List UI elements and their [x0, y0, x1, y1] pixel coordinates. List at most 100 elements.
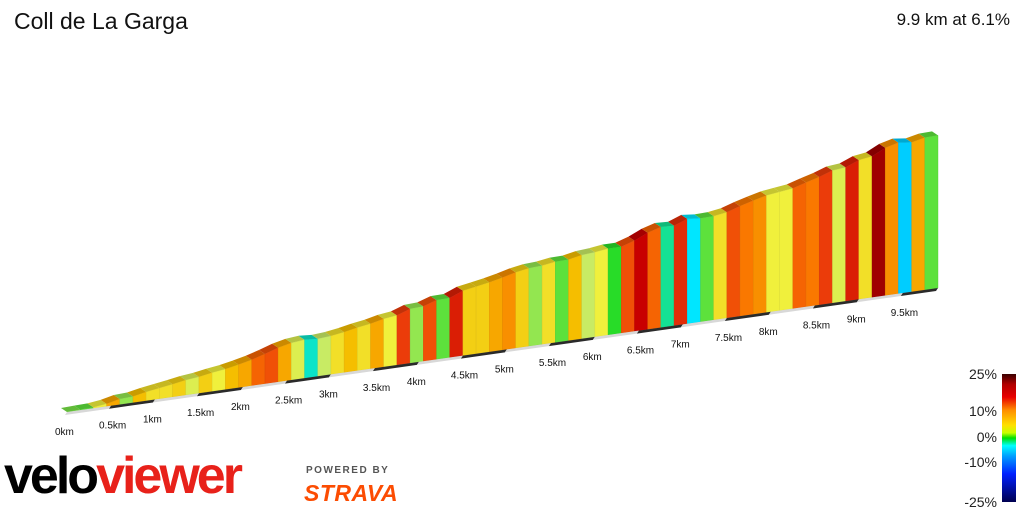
- gradient-segment-26[interactable]: [409, 306, 424, 364]
- gradient-segment-46[interactable]: [673, 218, 688, 326]
- distance-band-17: [812, 299, 859, 309]
- gradient-segment-25[interactable]: [396, 308, 411, 366]
- distance-band-5: [284, 374, 331, 384]
- distance-band-11: [548, 336, 595, 347]
- gradient-segment-33[interactable]: [502, 272, 516, 351]
- gradient-segment-24[interactable]: [383, 315, 398, 368]
- segment-top-25: [390, 304, 411, 316]
- gradient-segment-64[interactable]: [911, 137, 926, 292]
- gradient-segment-43[interactable]: [634, 232, 648, 332]
- gradient-segment-12[interactable]: [225, 364, 239, 390]
- gradient-segment-63[interactable]: [898, 142, 912, 294]
- gradient-segment-53[interactable]: [766, 191, 780, 313]
- gradient-segment-59[interactable]: [845, 159, 860, 302]
- gradient-segment-40[interactable]: [594, 248, 609, 338]
- gradient-segment-56[interactable]: [805, 176, 820, 308]
- gradient-segment-58[interactable]: [832, 167, 846, 304]
- gradient-segment-48[interactable]: [700, 215, 714, 323]
- segment-top-6: [140, 384, 160, 392]
- gradient-segment-35[interactable]: [528, 265, 543, 347]
- segment-top-13: [232, 355, 252, 365]
- gradient-segment-13[interactable]: [238, 359, 252, 388]
- gradient-segment-23[interactable]: [370, 318, 384, 370]
- gradient-segment-27[interactable]: [423, 299, 437, 362]
- gradient-legend: 25% 10% 0% -10% -25%: [955, 366, 1024, 512]
- gradient-segment-21[interactable]: [343, 327, 358, 373]
- segment-top-3: [100, 395, 120, 404]
- gradient-segment-29[interactable]: [449, 290, 464, 358]
- gradient-segment-11[interactable]: [211, 368, 226, 392]
- distance-band-13: [636, 324, 683, 334]
- gradient-segment-65[interactable]: [924, 135, 939, 291]
- legend-label-25: 25%: [968, 366, 997, 382]
- gradient-segment-47[interactable]: [687, 218, 701, 324]
- segment-top-59: [839, 156, 859, 168]
- distance-band-8: [416, 355, 463, 365]
- segment-top-36: [536, 257, 556, 266]
- gradient-segment-36[interactable]: [541, 261, 556, 345]
- gradient-segment-16[interactable]: [277, 342, 292, 383]
- segment-top-52: [747, 191, 767, 201]
- veloviewer-logo[interactable]: veloviewer: [4, 447, 243, 505]
- gradient-segment-52[interactable]: [753, 195, 767, 315]
- x-tick-label-8: 4km: [407, 377, 426, 388]
- x-tick-label-18: 9km: [847, 314, 866, 325]
- gradient-segment-61[interactable]: [871, 147, 886, 298]
- gradient-segment-18[interactable]: [304, 338, 318, 379]
- gradient-segment-62[interactable]: [885, 142, 899, 296]
- distance-band-12: [592, 330, 639, 340]
- gradient-color-scale: [1002, 374, 1016, 502]
- segment-top-40: [588, 244, 609, 253]
- x-tick-label-7: 3.5km: [363, 383, 390, 394]
- gradient-segment-32[interactable]: [489, 277, 503, 353]
- gradient-segment-17[interactable]: [291, 339, 305, 381]
- gradient-segment-15[interactable]: [264, 347, 279, 385]
- gradient-segment-28[interactable]: [436, 297, 450, 360]
- segment-top-8: [166, 376, 186, 385]
- gradient-segment-38[interactable]: [568, 254, 582, 341]
- segment-top-63: [892, 138, 912, 143]
- segment-top-18: [298, 334, 318, 340]
- gradient-segment-57[interactable]: [819, 170, 833, 306]
- gradient-segment-30[interactable]: [462, 286, 477, 356]
- gradient-segment-39[interactable]: [581, 251, 596, 339]
- segment-top-12: [219, 360, 239, 370]
- gradient-segment-41[interactable]: [607, 246, 622, 336]
- logo-viewer: viewer: [96, 447, 243, 505]
- distance-band-6: [328, 368, 375, 378]
- gradient-segment-9[interactable]: [185, 376, 200, 396]
- gradient-segment-20[interactable]: [330, 331, 345, 375]
- segment-top-41: [602, 242, 622, 249]
- gradient-segment-45[interactable]: [660, 225, 675, 328]
- gradient-segment-37[interactable]: [555, 259, 569, 343]
- gradient-segment-34[interactable]: [515, 267, 530, 349]
- strava-logo[interactable]: STRAVA: [304, 480, 399, 506]
- gradient-segment-19[interactable]: [317, 335, 332, 377]
- segment-top-45: [654, 221, 675, 227]
- powered-by-label: POWERED BY: [306, 465, 390, 476]
- segment-top-50: [720, 202, 741, 213]
- gradient-segment-22[interactable]: [357, 323, 371, 371]
- x-tick-label-9: 4.5km: [451, 371, 478, 382]
- segment-top-20: [324, 328, 345, 336]
- gradient-segment-55[interactable]: [792, 182, 807, 309]
- segment-top-58: [826, 163, 846, 171]
- gradient-segment-50[interactable]: [726, 205, 741, 319]
- legend-label-0: 0%: [976, 429, 997, 445]
- gradient-segment-14[interactable]: [251, 353, 266, 386]
- segment-top-29: [443, 286, 463, 298]
- segment-top-47: [681, 214, 701, 219]
- distance-band-19: [900, 288, 938, 297]
- gradient-segment-31[interactable]: [475, 282, 490, 354]
- segment-top-46: [668, 214, 688, 226]
- gradient-segment-42[interactable]: [621, 240, 635, 334]
- gradient-segment-54[interactable]: [779, 188, 794, 311]
- segment-top-14: [245, 349, 265, 360]
- gradient-segment-60[interactable]: [858, 156, 873, 300]
- gradient-segment-49[interactable]: [713, 212, 728, 321]
- segment-top-23: [364, 314, 384, 324]
- gradient-segment-44[interactable]: [647, 226, 662, 330]
- segment-top-10: [192, 368, 213, 377]
- x-tick-label-6: 3km: [319, 389, 338, 400]
- gradient-segment-51[interactable]: [739, 200, 754, 317]
